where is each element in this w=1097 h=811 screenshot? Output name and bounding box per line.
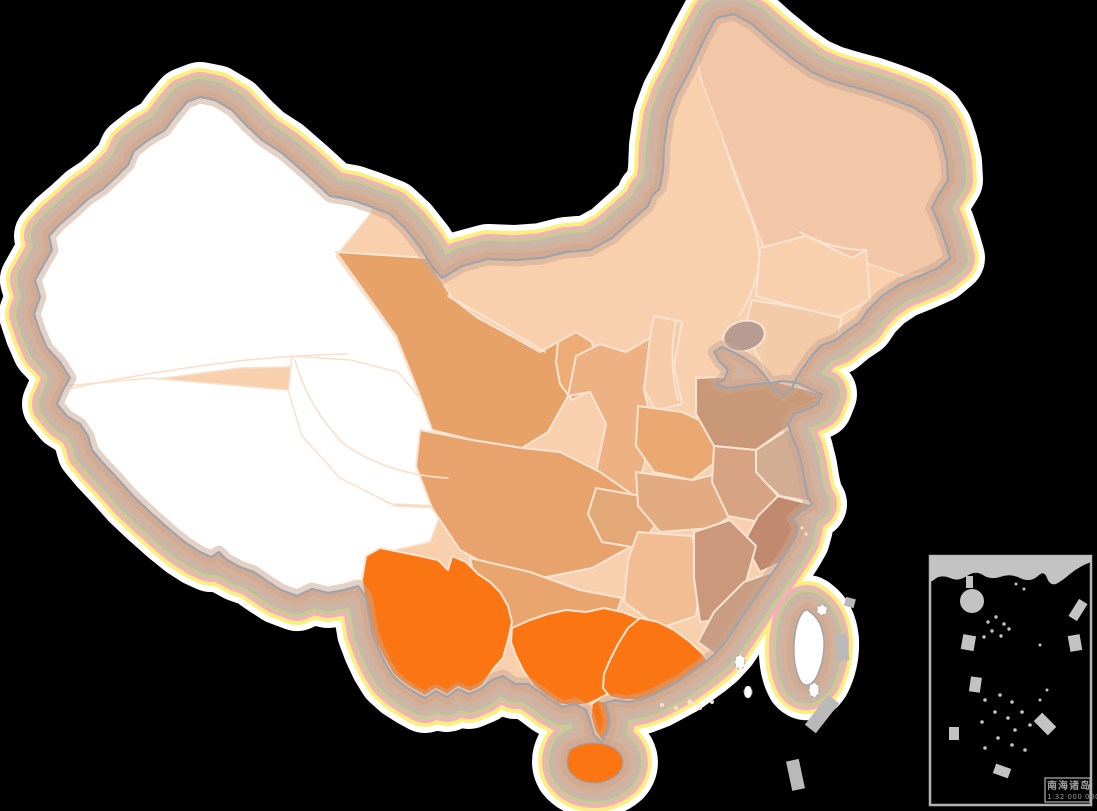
province-border-lines: [71, 139, 867, 479]
inset-label-box: [1044, 777, 1091, 803]
coastal-islets: [660, 526, 808, 710]
inset-island-dots: [973, 582, 1049, 752]
inset-marker-southeast: [1033, 712, 1057, 736]
province-taiwan[interactable]: [793, 609, 825, 686]
dashed-islets: [734, 604, 828, 699]
inset-marker-west: [968, 676, 982, 693]
island-marker-northeast-of-taiwan: [843, 596, 856, 609]
inset-hainan: [960, 589, 984, 613]
inset-south-china-coast: [930, 556, 1091, 585]
inset-marker-south: [992, 763, 1012, 779]
inset-frame: [928, 554, 1093, 807]
inset-leizhou: [966, 576, 973, 588]
inset-scale-text: 1:32 000 000: [1047, 793, 1097, 801]
inset-land-shapes: [930, 556, 1091, 779]
island-marker-south-sea: [786, 758, 805, 791]
inset-label-text: 南海诸岛: [1047, 779, 1091, 792]
inset-marker-southwest: [949, 727, 959, 740]
island-marker-southeast-of-taiwan: [804, 694, 840, 734]
island-group-markers: [786, 596, 856, 791]
inset-taiwan: [1050, 563, 1062, 581]
province-sichuan[interactable]: [415, 429, 641, 579]
inset-marker-xisha: [960, 634, 977, 652]
inset-marker-ryukyu: [1068, 598, 1088, 622]
province-hainan[interactable]: [566, 742, 624, 784]
island-marker-east-of-taiwan: [834, 633, 850, 662]
inset-marker-east: [1067, 634, 1083, 652]
south-china-sea-inset: 南海诸岛 1:32 000 000: [928, 554, 1097, 807]
province-henan[interactable]: [635, 405, 717, 481]
